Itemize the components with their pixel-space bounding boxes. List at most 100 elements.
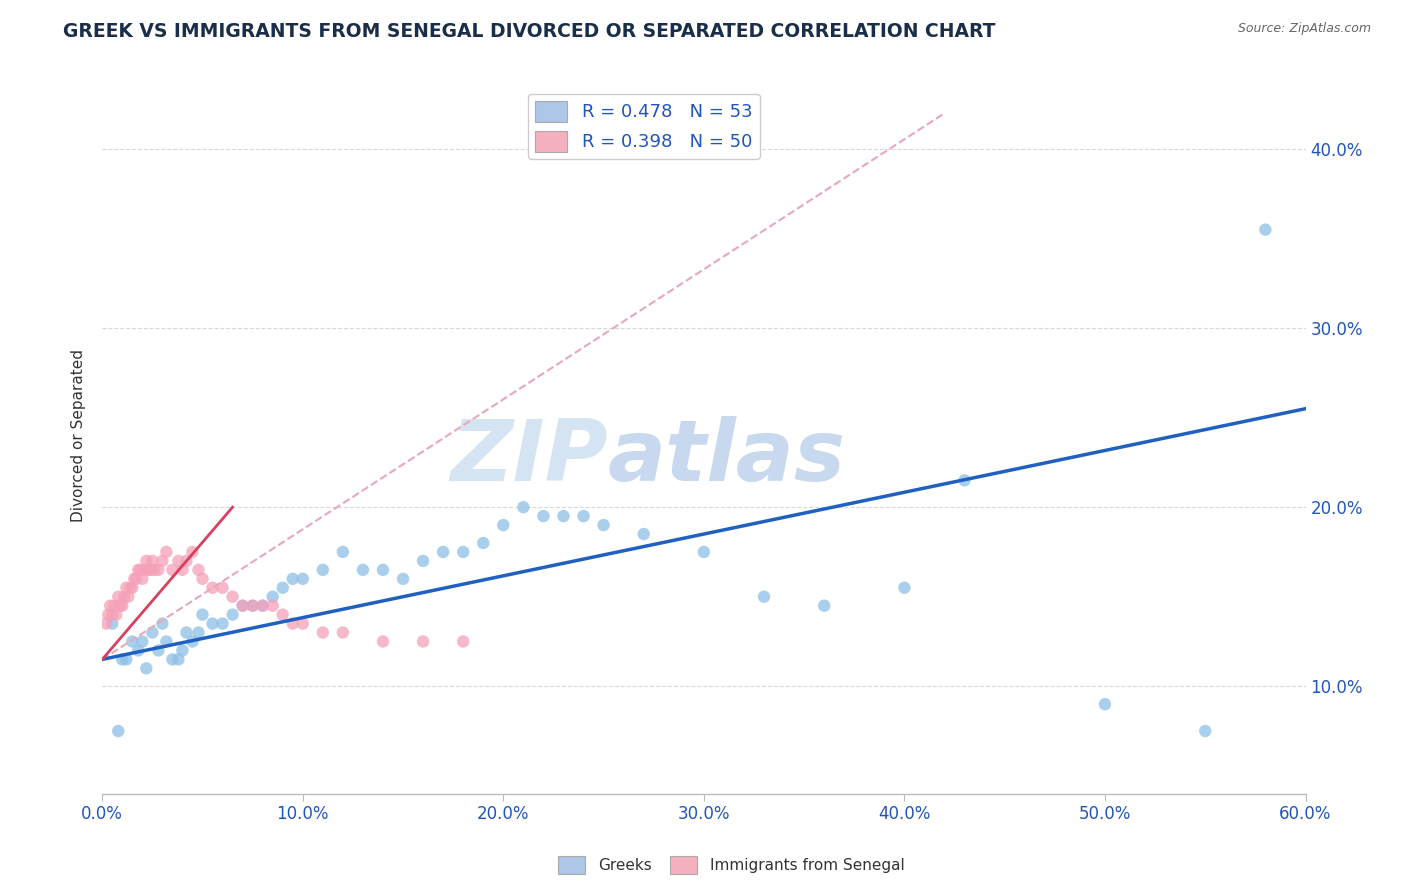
Point [262, 590, 284, 604]
Point [271, 607, 294, 622]
Point [1094, 697, 1116, 711]
Point [111, 652, 134, 666]
Point [693, 545, 716, 559]
Point [472, 536, 495, 550]
Point [252, 599, 274, 613]
Point [572, 509, 595, 524]
Point [117, 590, 139, 604]
Point [131, 634, 153, 648]
Point [172, 563, 194, 577]
Point [97, 607, 120, 622]
Point [752, 590, 775, 604]
Point [162, 652, 184, 666]
Point [167, 554, 190, 568]
Point [242, 599, 264, 613]
Point [141, 625, 163, 640]
Point [135, 661, 157, 675]
Text: Source: ZipAtlas.com: Source: ZipAtlas.com [1237, 22, 1371, 36]
Point [1254, 222, 1277, 236]
Point [262, 599, 284, 613]
Point [232, 599, 254, 613]
Point [124, 572, 146, 586]
Legend: R = 0.478   N = 53, R = 0.398   N = 50: R = 0.478 N = 53, R = 0.398 N = 50 [527, 94, 759, 159]
Point [187, 625, 209, 640]
Y-axis label: Divorced or Separated: Divorced or Separated [72, 349, 86, 522]
Point [143, 563, 166, 577]
Point [492, 518, 515, 533]
Point [131, 572, 153, 586]
Point [150, 616, 173, 631]
Point [121, 581, 143, 595]
Point [138, 563, 160, 577]
Point [211, 616, 233, 631]
Point [125, 572, 148, 586]
Point [121, 634, 143, 648]
Point [115, 581, 138, 595]
Point [592, 518, 614, 533]
Point [201, 616, 224, 631]
Point [181, 545, 204, 559]
Point [172, 643, 194, 657]
Text: ZIP: ZIP [450, 416, 607, 499]
Point [281, 572, 304, 586]
Point [134, 563, 156, 577]
Point [96, 616, 118, 631]
Point [312, 625, 335, 640]
Point [120, 581, 142, 595]
Point [191, 607, 214, 622]
Point [281, 616, 304, 631]
Point [893, 581, 915, 595]
Point [155, 634, 177, 648]
Point [141, 554, 163, 568]
Point [451, 545, 474, 559]
Point [1194, 724, 1216, 739]
Point [232, 599, 254, 613]
Point [135, 554, 157, 568]
Point [432, 545, 454, 559]
Point [103, 599, 125, 613]
Point [633, 527, 655, 541]
Point [101, 607, 124, 622]
Text: atlas: atlas [607, 416, 846, 499]
Point [291, 616, 314, 631]
Point [211, 581, 233, 595]
Point [129, 563, 152, 577]
Point [148, 563, 170, 577]
Point [112, 590, 135, 604]
Point [252, 599, 274, 613]
Point [139, 563, 162, 577]
Point [111, 599, 134, 613]
Point [412, 554, 434, 568]
Point [107, 590, 129, 604]
Point [127, 563, 149, 577]
Text: GREEK VS IMMIGRANTS FROM SENEGAL DIVORCED OR SEPARATED CORRELATION CHART: GREEK VS IMMIGRANTS FROM SENEGAL DIVORCE… [63, 22, 995, 41]
Point [115, 652, 138, 666]
Point [813, 599, 835, 613]
Point [242, 599, 264, 613]
Point [451, 634, 474, 648]
Point [312, 563, 335, 577]
Point [127, 643, 149, 657]
Point [953, 473, 976, 487]
Point [533, 509, 555, 524]
Point [98, 599, 121, 613]
Point [176, 554, 198, 568]
Point [412, 634, 434, 648]
Point [101, 616, 124, 631]
Point [107, 724, 129, 739]
Point [392, 572, 415, 586]
Point [105, 607, 128, 622]
Point [332, 545, 354, 559]
Point [553, 509, 575, 524]
Point [148, 643, 170, 657]
Point [187, 563, 209, 577]
Point [155, 545, 177, 559]
Point [167, 652, 190, 666]
Point [271, 581, 294, 595]
Point [201, 581, 224, 595]
Legend: Greeks, Immigrants from Senegal: Greeks, Immigrants from Senegal [553, 850, 910, 880]
Point [110, 599, 132, 613]
Point [150, 554, 173, 568]
Point [291, 572, 314, 586]
Point [176, 625, 198, 640]
